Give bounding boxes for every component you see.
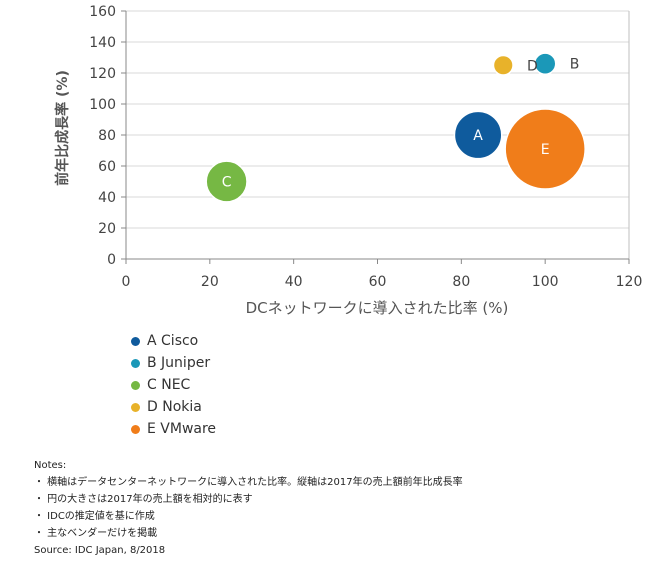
bubble-b — [533, 52, 557, 76]
legend-label: C NEC — [147, 377, 191, 393]
notes: Notes: ・ 横軸はデータセンターネットワークに導入された比率。縦軸は201… — [34, 457, 463, 559]
x-tick-label: 120 — [616, 274, 643, 290]
notes-title: Notes: — [34, 460, 67, 471]
bubble-c — [205, 160, 248, 203]
y-tick-label: 140 — [89, 35, 116, 51]
bubble-label-b: B — [570, 57, 580, 73]
bubble-chart: 0 20 40 60 80 100 120 140 160 0 20 40 60 80 100 120 E A C… — [54, 4, 642, 317]
legend-label: A Cisco — [147, 333, 199, 349]
note-item: ・ 円の大きさは2017年の売上額を相対的に表す — [34, 494, 253, 505]
x-axis-label: DCネットワークに導入された比率 (%) — [246, 299, 509, 317]
y-tick-label: 80 — [98, 128, 116, 144]
x-tick-label: 40 — [285, 274, 303, 290]
gridlines — [126, 10, 630, 259]
legend-swatch — [131, 402, 140, 412]
y-tick-label: 160 — [89, 4, 116, 20]
x-tick-label: 60 — [369, 274, 387, 290]
x-tick-label: 80 — [452, 274, 470, 290]
bubble-label-d: D — [527, 58, 538, 74]
note-item: ・ 主なベンダーだけを掲載 — [34, 528, 158, 539]
legend-item-d: D Nokia — [131, 396, 216, 418]
note-item: ・ IDCの推定値を基に作成 — [34, 511, 155, 522]
bubble-label-a: A — [473, 128, 483, 144]
legend-swatch — [131, 336, 140, 346]
bubbles: E A C B D — [205, 52, 586, 203]
legend: A Cisco B Juniper C NEC D Nokia E VMware — [131, 330, 216, 440]
legend-item-e: E VMware — [131, 418, 216, 440]
legend-label: B Juniper — [147, 355, 211, 371]
bubble-d — [492, 54, 514, 76]
axes: 0 20 40 60 80 100 120 140 160 0 20 40 60 80 100 120 — [89, 4, 642, 290]
legend-item-a: A Cisco — [131, 330, 216, 352]
y-axis-label: 前年比成長率 (%) — [54, 70, 71, 186]
source-note: Source: IDC Japan, 8/2018 — [34, 545, 166, 556]
note-item: ・ 横軸はデータセンターネットワークに導入された比率。縦軸は2017年の売上額前… — [34, 477, 463, 488]
legend-item-b: B Juniper — [131, 352, 216, 374]
legend-label: E VMware — [147, 421, 217, 437]
y-tick-label: 0 — [107, 252, 116, 268]
bubble-e — [504, 108, 586, 190]
bubble-a — [453, 110, 503, 160]
y-tick-label: 20 — [98, 221, 116, 237]
y-tick-label: 120 — [89, 66, 116, 82]
bubble-label-e: E — [541, 142, 550, 158]
y-tick-label: 60 — [98, 159, 116, 175]
legend-swatch — [131, 424, 140, 434]
x-tick-label: 20 — [201, 274, 219, 290]
y-tick-label: 100 — [89, 97, 116, 113]
x-tick-label: 0 — [122, 274, 131, 290]
legend-item-c: C NEC — [131, 374, 216, 396]
y-tick-label: 40 — [98, 190, 116, 206]
legend-swatch — [131, 358, 140, 368]
legend-label: D Nokia — [147, 399, 202, 415]
bubble-label-c: C — [222, 175, 232, 191]
legend-swatch — [131, 380, 140, 390]
x-tick-label: 100 — [532, 274, 559, 290]
